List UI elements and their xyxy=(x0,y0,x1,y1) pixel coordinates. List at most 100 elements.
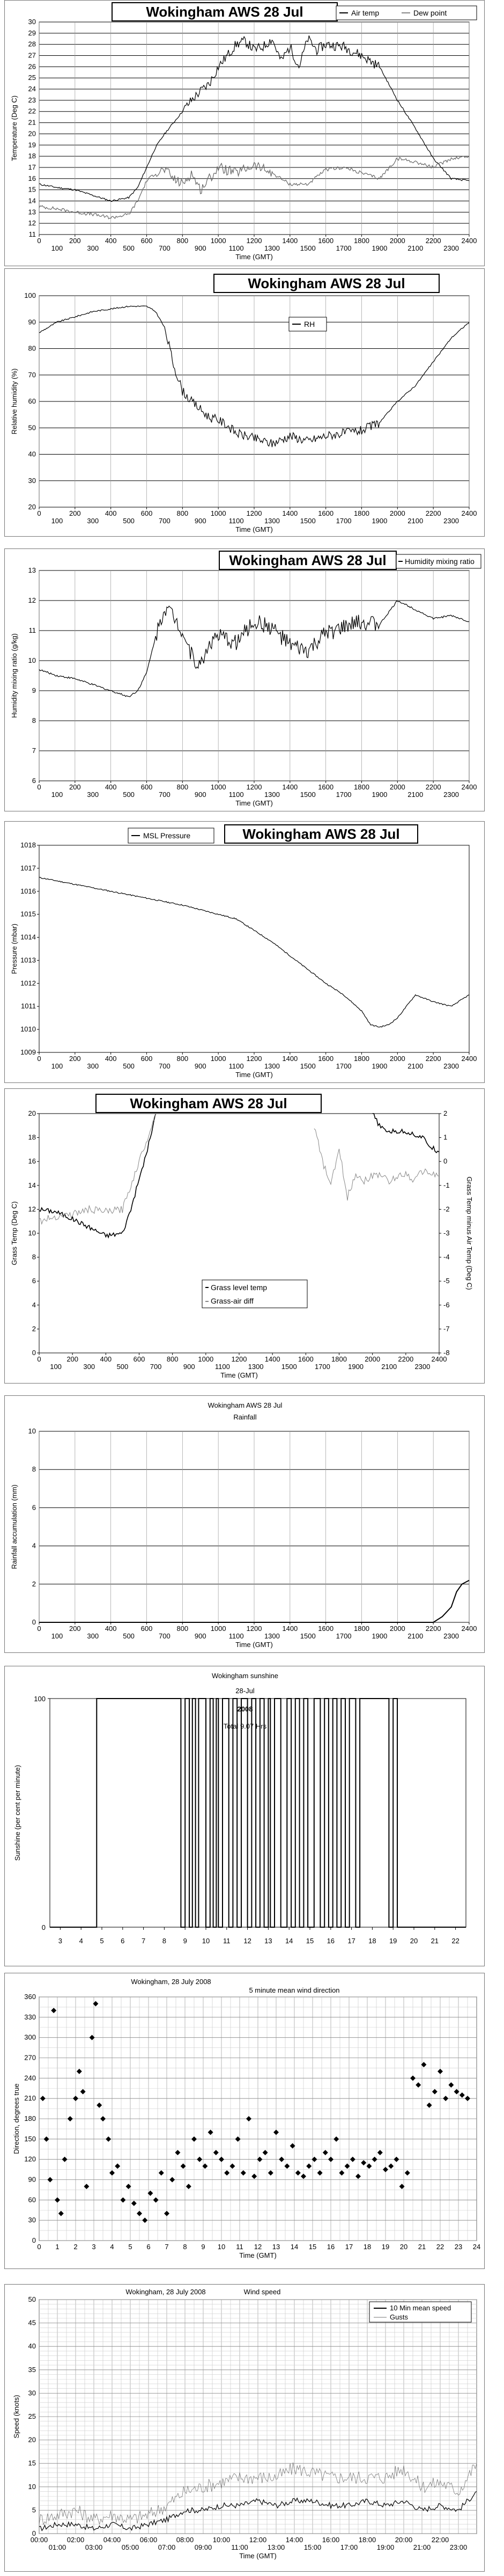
scatter-point xyxy=(213,2150,219,2156)
scatter-point xyxy=(62,2156,68,2162)
scatter-point xyxy=(246,2116,251,2121)
x-tick-label: 1900 xyxy=(372,791,387,799)
y-right-tick-label: -7 xyxy=(443,1324,450,1333)
x-tick-label: 1000 xyxy=(211,1624,226,1633)
x-tick-label: 200 xyxy=(69,509,81,517)
x-tick-label: 700 xyxy=(159,791,171,799)
x-tick-label: 02:00 xyxy=(67,2536,85,2544)
x-tick-label: 1000 xyxy=(211,237,226,245)
y-tick-label: 5 xyxy=(32,2506,36,2514)
scatter-point xyxy=(100,2116,106,2121)
x-tick-label: 0 xyxy=(37,1355,41,1363)
chart-pressure: 1009 1010 1011 1012 1013 1014 1015 1016 1017 1018… xyxy=(10,824,477,1079)
x-tick-label: 18:00 xyxy=(359,2536,376,2544)
x-tick-label: 2100 xyxy=(407,517,423,525)
x-tick-label: 0 xyxy=(37,1624,41,1633)
x-tick-label: 5 xyxy=(128,2243,132,2251)
y-tick-label: 0 xyxy=(32,1349,36,1357)
y-tick-label: 20 xyxy=(28,2436,36,2444)
x-tick-label: 400 xyxy=(105,1624,117,1633)
y-tick-label: 100 xyxy=(24,291,36,299)
y-tick-label: 30 xyxy=(28,2216,36,2224)
x-tick-label: 1300 xyxy=(264,1062,280,1070)
y-tick-label: 16 xyxy=(28,1157,36,1165)
x-tick-label: 12 xyxy=(243,1937,251,1945)
chart-subtitle: 5 minute mean wind direction xyxy=(249,1986,339,1994)
x-tick-label: 18 xyxy=(364,2243,371,2251)
scatter-point xyxy=(448,2082,454,2088)
x-tick-label: 12 xyxy=(254,2243,262,2251)
chart-title: Wokingham AWS 28 Jul xyxy=(229,552,386,568)
legend-box xyxy=(396,554,481,569)
chart-panel-rh: 20 30 40 50 60 70 80 90 100 0 200 400 600 800 1000 1200… xyxy=(4,268,485,537)
scatter-point xyxy=(410,2075,416,2081)
y-right-axis-label: Grass Temp minus Air Temp (Deg C) xyxy=(465,1176,473,1290)
y-axis-label: Humidity mixing ratio (g/kg) xyxy=(10,633,18,718)
scatter-point xyxy=(432,2089,438,2095)
x-tick-label: 2100 xyxy=(381,1363,397,1371)
x-tick-label: 2300 xyxy=(443,244,459,252)
x-tick-label: 17:00 xyxy=(340,2543,358,2551)
scatter-point xyxy=(153,2197,159,2203)
y-tick-label: 10 xyxy=(28,1427,36,1435)
x-tick-label: 2300 xyxy=(443,1632,459,1640)
x-tick-label: 2100 xyxy=(407,244,423,252)
x-tick-label: 600 xyxy=(141,1624,153,1633)
x-tick-label: 900 xyxy=(195,1062,206,1070)
x-tick-label: 300 xyxy=(87,244,99,252)
scatter-point xyxy=(372,2156,377,2162)
x-tick-label: 10 xyxy=(218,2243,225,2251)
x-axis-label: Time (GMT) xyxy=(239,2552,277,2560)
y-tick-label: 23 xyxy=(28,96,36,104)
y-right-tick-label: -3 xyxy=(443,1229,450,1237)
chart-title-box xyxy=(95,1094,322,1113)
legend-label: Humidity mixing ratio xyxy=(405,557,475,566)
x-tick-label: 23:00 xyxy=(450,2543,468,2551)
scatter-point xyxy=(394,2156,399,2162)
x-tick-label: 0 xyxy=(37,237,41,245)
y-tick-label: 1017 xyxy=(20,864,36,872)
x-tick-label: 1400 xyxy=(282,783,298,791)
x-tick-label: 200 xyxy=(69,237,81,245)
y-tick-label: 11 xyxy=(29,230,36,238)
x-tick-label: 1500 xyxy=(281,1363,297,1371)
y-tick-label: 50 xyxy=(28,2295,36,2303)
x-tick-label: 1700 xyxy=(336,1632,352,1640)
y-tick-label: 6 xyxy=(32,1277,36,1285)
x-tick-label: 200 xyxy=(69,1624,81,1633)
x-tick-label: 2400 xyxy=(462,237,477,245)
chart-panel-temperature: 11 12 13 14 15 16 17 18 19 20 21 22 23 24 25 26 27 28 29 30… xyxy=(4,0,485,266)
y-tick-label: 50 xyxy=(28,423,36,431)
scatter-point xyxy=(317,2170,323,2176)
scatter-point xyxy=(312,2156,317,2162)
y-tick-label: 25 xyxy=(28,74,36,82)
x-tick-label: 10:00 xyxy=(213,2536,231,2544)
scatter-point xyxy=(279,2156,285,2162)
y-tick-label: 28 xyxy=(28,40,36,48)
x-tick-label: 100 xyxy=(51,244,63,252)
x-tick-label: 900 xyxy=(195,244,206,252)
y-tick-label: 1012 xyxy=(20,979,36,987)
x-tick-label: 15 xyxy=(306,1937,314,1945)
x-tick-label: 500 xyxy=(117,1363,129,1371)
plot-area xyxy=(39,1113,440,1353)
x-tick-label: 500 xyxy=(123,517,135,525)
scatter-point xyxy=(350,2156,355,2162)
scatter-point xyxy=(142,2218,148,2223)
series-sunshine xyxy=(50,1698,466,1928)
x-tick-label: 2000 xyxy=(390,1624,405,1633)
y-tick-label: 9 xyxy=(32,686,36,694)
legend-label: Dew point xyxy=(413,9,447,17)
series-line-gusts xyxy=(39,2462,477,2526)
x-axis-label: Time (GMT) xyxy=(235,253,273,261)
chart-panel-wind-direction: 0 30 60 90 120 150 180 210 240 270 300 330 360 Woking… xyxy=(4,1973,485,2269)
x-tick-label: 2200 xyxy=(426,1055,441,1063)
series-line-grass-temp xyxy=(372,1113,440,1153)
series-line-pressure xyxy=(39,876,470,1028)
x-tick-label: 2400 xyxy=(462,783,477,791)
x-tick-label: 2000 xyxy=(390,237,405,245)
x-axis-label: Time (GMT) xyxy=(220,1371,258,1379)
scatter-point xyxy=(388,2163,394,2169)
x-tick-label: 19:00 xyxy=(377,2543,395,2551)
